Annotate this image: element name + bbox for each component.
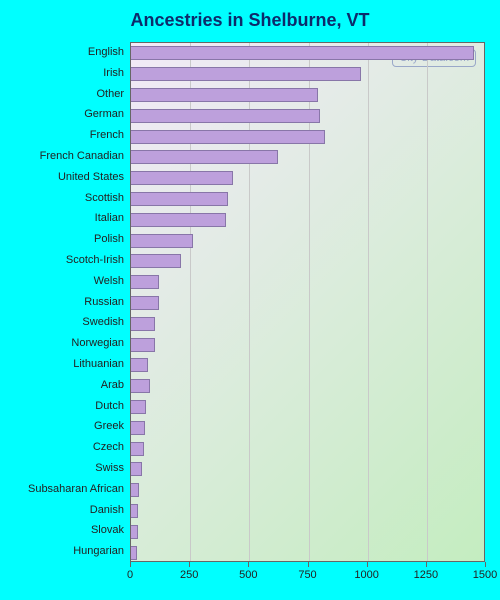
bar xyxy=(131,46,474,60)
y-axis-label: English xyxy=(0,42,124,63)
bar xyxy=(131,88,318,102)
x-tick xyxy=(485,562,486,567)
bar xyxy=(131,234,193,248)
gridline xyxy=(427,43,428,561)
y-axis-label: Welsh xyxy=(0,271,124,292)
x-axis-label: 0 xyxy=(127,569,133,581)
bar xyxy=(131,317,155,331)
y-axis-label: Polish xyxy=(0,229,124,250)
bar xyxy=(131,421,145,435)
bar xyxy=(131,130,325,144)
bar xyxy=(131,462,142,476)
bar xyxy=(131,254,181,268)
x-tick xyxy=(130,562,131,567)
x-axis-label: 1000 xyxy=(354,569,378,581)
x-axis-label: 1250 xyxy=(414,569,438,581)
y-axis-label: Lithuanian xyxy=(0,354,124,375)
y-axis-label: Dutch xyxy=(0,396,124,417)
y-axis-label: Slovak xyxy=(0,520,124,541)
x-axis-label: 500 xyxy=(239,569,257,581)
bar xyxy=(131,483,139,497)
y-axis-label: Norwegian xyxy=(0,333,124,354)
bar xyxy=(131,442,144,456)
bar xyxy=(131,109,320,123)
y-axis-label: Greek xyxy=(0,416,124,437)
bar xyxy=(131,400,146,414)
y-axis-label: Danish xyxy=(0,500,124,521)
bar xyxy=(131,171,233,185)
y-axis-label: United States xyxy=(0,167,124,188)
bar xyxy=(131,338,155,352)
y-axis-label: Swedish xyxy=(0,312,124,333)
x-axis-label: 250 xyxy=(180,569,198,581)
y-axis-label: Hungarian xyxy=(0,541,124,562)
y-axis-label: Italian xyxy=(0,208,124,229)
bar xyxy=(131,275,159,289)
bar xyxy=(131,525,138,539)
y-axis-label: Czech xyxy=(0,437,124,458)
x-axis-label: 1500 xyxy=(473,569,497,581)
bar xyxy=(131,358,148,372)
x-axis-label: 750 xyxy=(298,569,316,581)
bar xyxy=(131,150,278,164)
page-root: Ancestries in Shelburne, VT City-Data.co… xyxy=(0,0,500,600)
y-axis-label: Scotch-Irish xyxy=(0,250,124,271)
bar xyxy=(131,213,226,227)
plot-area: City-Data.com xyxy=(130,42,485,562)
x-tick xyxy=(248,562,249,567)
y-axis-label: Arab xyxy=(0,375,124,396)
bar xyxy=(131,192,228,206)
bar xyxy=(131,67,361,81)
y-axis-label: Subsaharan African xyxy=(0,479,124,500)
y-axis-label: Scottish xyxy=(0,188,124,209)
chart-title: Ancestries in Shelburne, VT xyxy=(0,10,500,31)
x-tick xyxy=(308,562,309,567)
bar xyxy=(131,379,150,393)
y-axis-label: German xyxy=(0,104,124,125)
bar xyxy=(131,296,159,310)
y-axis-label: Other xyxy=(0,84,124,105)
x-tick xyxy=(426,562,427,567)
y-axis-label: Irish xyxy=(0,63,124,84)
x-tick xyxy=(189,562,190,567)
bar xyxy=(131,504,138,518)
x-tick xyxy=(367,562,368,567)
y-axis-label: Swiss xyxy=(0,458,124,479)
gridline xyxy=(368,43,369,561)
y-axis-label: French xyxy=(0,125,124,146)
bar xyxy=(131,546,137,560)
y-axis-label: Russian xyxy=(0,292,124,313)
y-axis-label: French Canadian xyxy=(0,146,124,167)
